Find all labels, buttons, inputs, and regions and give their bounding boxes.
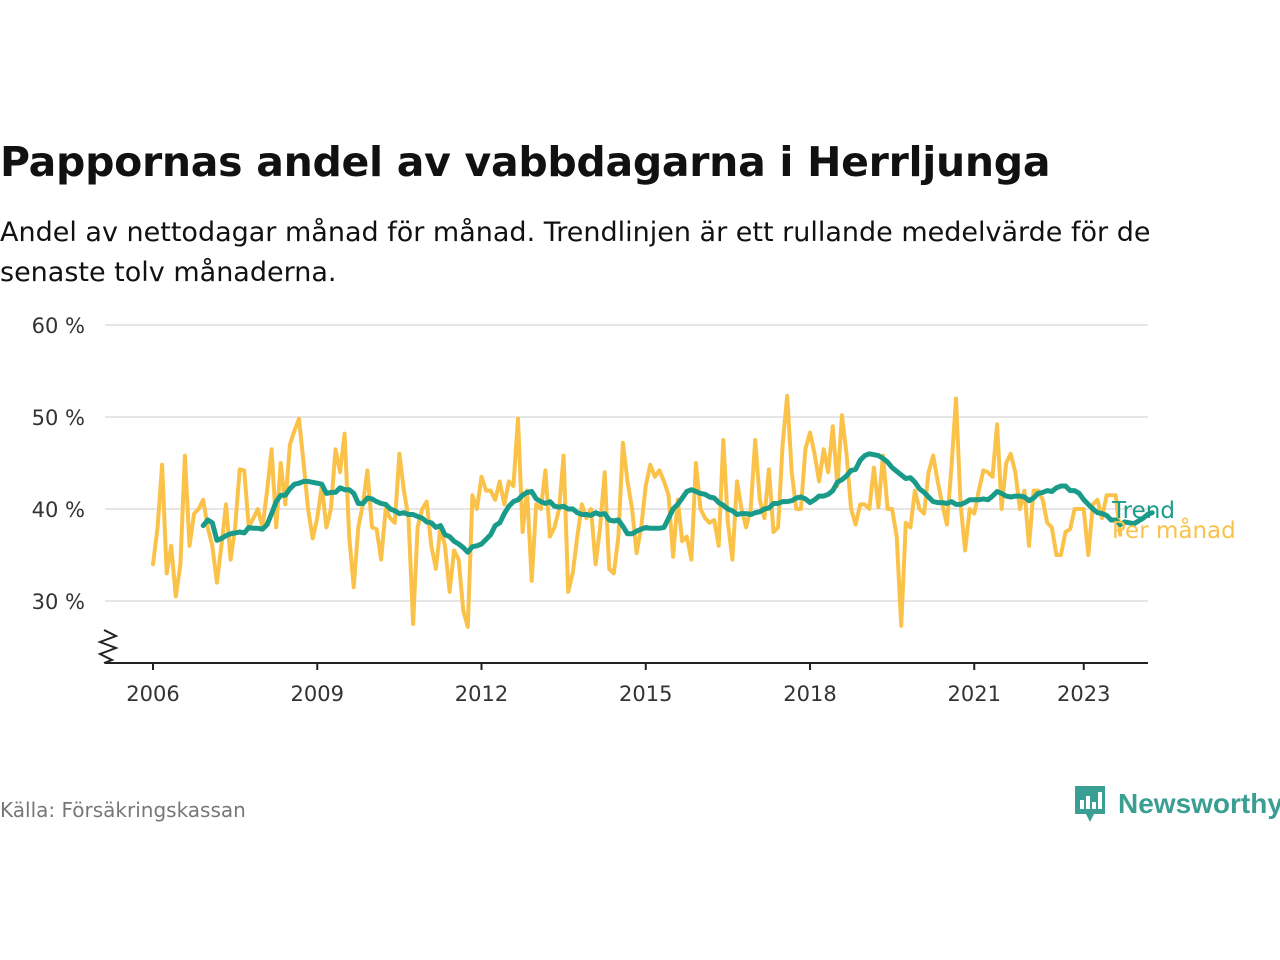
series-label-per-manad: Per månad xyxy=(1112,516,1236,544)
y-tick-label: 60 % xyxy=(32,314,85,338)
x-tick-label: 2018 xyxy=(783,682,836,706)
source-note: Källa: Försäkringskassan xyxy=(0,798,246,822)
x-tick-label: 2023 xyxy=(1057,682,1110,706)
x-tick-label: 2006 xyxy=(126,682,179,706)
x-tick-label: 2021 xyxy=(948,682,1001,706)
chart-subtitle: Andel av nettodagar månad för månad. Tre… xyxy=(0,217,1151,288)
chart-title: Pappornas andel av vabbdagarna i Herrlju… xyxy=(0,138,1051,186)
series-label-trend: Trend xyxy=(1111,498,1175,524)
y-tick-label: 30 % xyxy=(32,590,85,614)
y-tick-label: 40 % xyxy=(32,498,85,522)
line-chart: 30 % 40 % 50 % 60 % 2006 2009 2012 2015 2018 2021… xyxy=(32,314,1236,706)
brand-name: Newsworthy xyxy=(1118,788,1280,819)
x-tick-label: 2012 xyxy=(455,682,508,706)
newsworthy-logo: Newsworthy xyxy=(1072,784,1280,824)
series-line-trend xyxy=(200,451,1155,555)
x-tick-label: 2015 xyxy=(619,682,672,706)
x-tick-label: 2009 xyxy=(291,682,344,706)
axis-break-icon xyxy=(97,629,119,664)
y-tick-label: 50 % xyxy=(32,406,85,430)
bar-chart-speech-icon xyxy=(1075,786,1105,822)
series-line-per-manad xyxy=(151,393,1123,629)
